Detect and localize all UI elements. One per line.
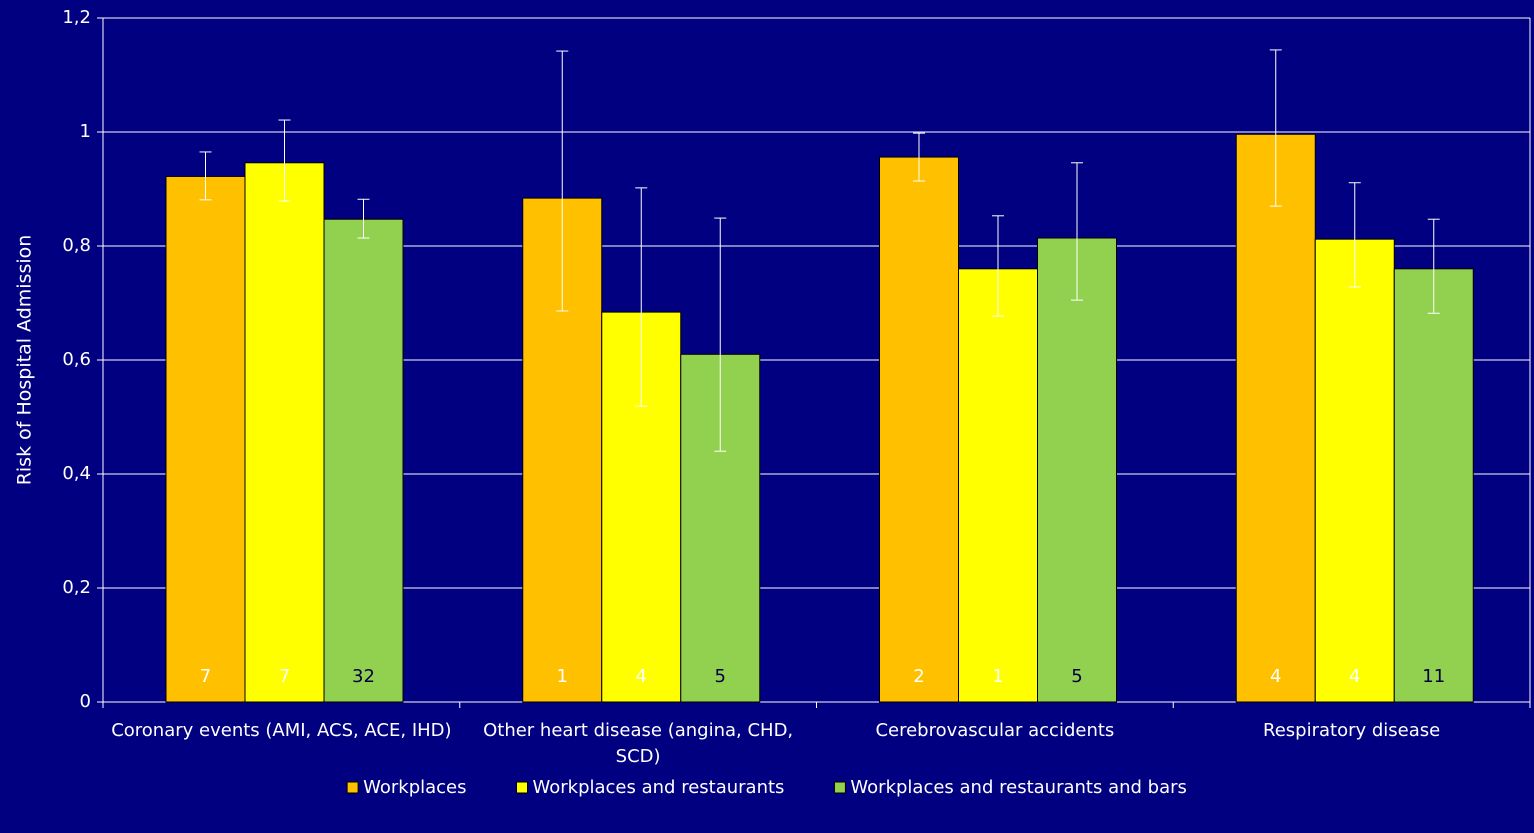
count-label: 1	[557, 666, 568, 687]
count-label: 7	[200, 666, 211, 687]
count-label: 7	[279, 666, 290, 687]
bar	[958, 268, 1038, 703]
bar	[1037, 237, 1117, 703]
legend-label: Workplaces	[363, 777, 466, 798]
bar	[165, 175, 246, 703]
y-tick-label: 0,2	[62, 577, 91, 598]
y-tick-label: 0,8	[62, 235, 91, 256]
count-label: 4	[636, 666, 647, 687]
bar	[1235, 133, 1316, 703]
count-label: 2	[913, 666, 924, 687]
bar	[323, 218, 404, 703]
bar	[1314, 238, 1395, 703]
x-tick-label: Other heart disease (angina, CHD, SCD)	[483, 720, 794, 767]
count-label: 4	[1270, 666, 1281, 687]
y-axis-label: Risk of Hospital Admission	[14, 235, 36, 486]
y-tick-label: 0,4	[62, 463, 91, 484]
count-label: 32	[352, 666, 375, 687]
x-tick-label: Coronary events (AMI, ACS, ACE, IHD)	[111, 720, 452, 741]
bar	[879, 156, 959, 703]
count-label: 1	[992, 666, 1003, 687]
y-tick-label: 1	[80, 121, 91, 142]
y-tick-label: 0	[80, 691, 91, 712]
y-tick-label: 0,6	[62, 349, 91, 370]
count-label: 11	[1422, 666, 1445, 687]
legend-swatch	[833, 781, 846, 794]
count-label: 5	[1071, 666, 1082, 687]
count-label: 4	[1349, 666, 1360, 687]
bar	[244, 162, 325, 703]
count-label: 5	[715, 666, 726, 687]
x-tick-label: Cerebrovascular accidents	[875, 720, 1115, 741]
legend-label: Workplaces and restaurants and bars	[850, 777, 1186, 798]
x-tick-label: Respiratory disease	[1263, 720, 1441, 741]
legend-swatch	[346, 781, 359, 794]
y-tick-label: 1,2	[62, 7, 91, 28]
legend-label: Workplaces and restaurants	[533, 777, 785, 798]
bar	[1393, 268, 1474, 703]
legend-swatch	[516, 781, 528, 794]
